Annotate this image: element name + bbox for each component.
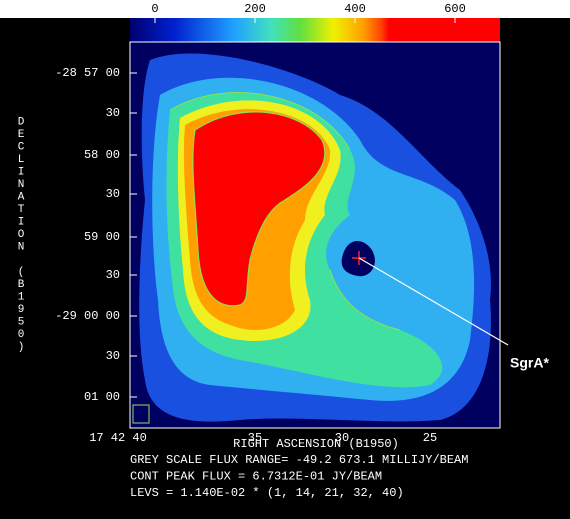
colorbar-tick-label: 400: [344, 2, 366, 16]
y-tick-label: 58 00: [84, 148, 120, 162]
y-tick-label: 01 00: [84, 390, 120, 404]
map: [130, 42, 500, 428]
y-tick-label: -29 00 00: [55, 309, 120, 323]
footer-line: CONT PEAK FLUX = 6.7312E-01 JY/BEAM: [130, 470, 382, 484]
y-tick-label: 30: [106, 268, 120, 282]
annotation: SgrA*: [510, 355, 549, 371]
chart: SgrA* RIGHT ASCENSION (B1950) DECLINATIO…: [0, 0, 570, 519]
colorbar: [130, 18, 500, 42]
y-tick-label: 30: [106, 187, 120, 201]
footer-line: GREY SCALE FLUX RANGE= -49.2 673.1 MILLI…: [130, 453, 468, 467]
x-tick-label: 25: [423, 431, 437, 445]
y-tick-label: 30: [106, 349, 120, 363]
x-tick-label: 17 42 40: [89, 431, 147, 445]
y-tick-label: 30: [106, 106, 120, 120]
x-tick-label: 35: [248, 431, 262, 445]
footer-line: LEVS = 1.140E-02 * (1, 14, 21, 32, 40): [130, 486, 404, 500]
y-tick-label: -28 57 00: [55, 66, 120, 80]
y-axis-label: DECLINATION (B1950): [15, 116, 27, 354]
colorbar-tick-label: 600: [444, 2, 466, 16]
colorbar-tick-label: 200: [244, 2, 266, 16]
x-tick-label: 30: [335, 431, 349, 445]
colorbar-label-band: [0, 0, 570, 18]
colorbar-tick-label: 0: [151, 2, 158, 16]
y-tick-label: 59 00: [84, 230, 120, 244]
